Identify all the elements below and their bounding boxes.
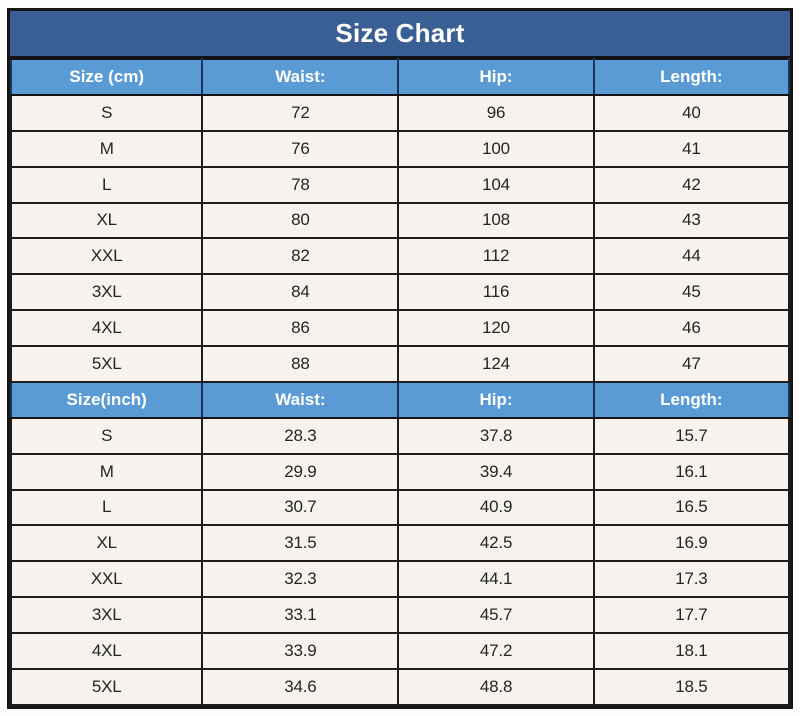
value-cell: 18.1 xyxy=(592,632,791,670)
size-cell: 3XL xyxy=(9,273,204,312)
value-cell: 86 xyxy=(201,309,400,347)
value-cell: 78 xyxy=(201,165,400,204)
value-cell: 40.9 xyxy=(397,488,595,527)
value-cell: 42 xyxy=(592,165,791,204)
size-cell: L xyxy=(9,488,204,527)
value-cell: 112 xyxy=(397,237,595,276)
size-chart-panel: Size Chart Size (cm) Waist: Hip: Length: S 72… xyxy=(7,8,793,709)
value-cell: 41 xyxy=(592,129,791,168)
size-cell: 3XL xyxy=(9,596,204,634)
value-cell: 44.1 xyxy=(397,560,595,599)
value-cell: 45.7 xyxy=(397,596,595,634)
value-cell: 45 xyxy=(592,273,791,312)
column-header: Waist: xyxy=(201,380,400,419)
table-row: XL 31.5 42.5 16.9 xyxy=(9,524,791,563)
table-row: 4XL 33.9 47.2 18.1 xyxy=(9,632,791,670)
header-row-cm: Size (cm) Waist: Hip: Length: xyxy=(9,58,791,96)
value-cell: 33.9 xyxy=(201,632,400,670)
size-cell: 4XL xyxy=(9,309,204,347)
value-cell: 17.7 xyxy=(592,596,791,634)
table-row: S 72 96 40 xyxy=(9,93,791,132)
table-row: M 76 100 41 xyxy=(9,129,791,168)
table-row: XXL 82 112 44 xyxy=(9,237,791,276)
size-cell: 5XL xyxy=(9,345,204,383)
value-cell: 120 xyxy=(397,309,595,347)
size-cell: XXL xyxy=(9,237,204,276)
table-row: 5XL 88 124 47 xyxy=(9,345,791,383)
value-cell: 96 xyxy=(397,93,595,132)
value-cell: 18.5 xyxy=(592,667,791,707)
table-row: 3XL 33.1 45.7 17.7 xyxy=(9,596,791,634)
table-row: L 78 104 42 xyxy=(9,165,791,204)
value-cell: 104 xyxy=(397,165,595,204)
table-row: 5XL 34.6 48.8 18.5 xyxy=(9,667,791,707)
value-cell: 29.9 xyxy=(201,452,400,491)
table-row: L 30.7 40.9 16.5 xyxy=(9,488,791,527)
value-cell: 124 xyxy=(397,345,595,383)
value-cell: 33.1 xyxy=(201,596,400,634)
page-title: Size Chart xyxy=(335,18,465,48)
value-cell: 76 xyxy=(201,129,400,168)
chart-title-bar: Size Chart xyxy=(10,11,790,58)
size-cell: L xyxy=(9,165,204,204)
column-header: Size(inch) xyxy=(9,380,204,419)
value-cell: 82 xyxy=(201,237,400,276)
value-cell: 100 xyxy=(397,129,595,168)
size-table: Size (cm) Waist: Hip: Length: S 72 96 40 M 76 100 4… xyxy=(9,58,791,707)
value-cell: 17.3 xyxy=(592,560,791,599)
value-cell: 116 xyxy=(397,273,595,312)
table-row: M 29.9 39.4 16.1 xyxy=(9,452,791,491)
value-cell: 15.7 xyxy=(592,416,791,455)
size-cell: 4XL xyxy=(9,632,204,670)
size-cell: XL xyxy=(9,524,204,563)
value-cell: 80 xyxy=(201,201,400,240)
value-cell: 34.6 xyxy=(201,667,400,707)
value-cell: 72 xyxy=(201,93,400,132)
value-cell: 32.3 xyxy=(201,560,400,599)
value-cell: 47 xyxy=(592,345,791,383)
value-cell: 31.5 xyxy=(201,524,400,563)
table-row: XXL 32.3 44.1 17.3 xyxy=(9,560,791,599)
value-cell: 30.7 xyxy=(201,488,400,527)
value-cell: 28.3 xyxy=(201,416,400,455)
value-cell: 46 xyxy=(592,309,791,347)
header-row-inch: Size(inch) Waist: Hip: Length: xyxy=(9,380,791,419)
table-row: 4XL 86 120 46 xyxy=(9,309,791,347)
size-cell: S xyxy=(9,93,204,132)
column-header: Hip: xyxy=(397,58,595,96)
column-header: Waist: xyxy=(201,58,400,96)
value-cell: 39.4 xyxy=(397,452,595,491)
value-cell: 37.8 xyxy=(397,416,595,455)
size-cell: XXL xyxy=(9,560,204,599)
value-cell: 16.9 xyxy=(592,524,791,563)
value-cell: 48.8 xyxy=(397,667,595,707)
table-row: S 28.3 37.8 15.7 xyxy=(9,416,791,455)
value-cell: 84 xyxy=(201,273,400,312)
value-cell: 16.1 xyxy=(592,452,791,491)
value-cell: 40 xyxy=(592,93,791,132)
value-cell: 44 xyxy=(592,237,791,276)
value-cell: 43 xyxy=(592,201,791,240)
size-cell: M xyxy=(9,129,204,168)
value-cell: 108 xyxy=(397,201,595,240)
table-row: XL 80 108 43 xyxy=(9,201,791,240)
column-header: Length: xyxy=(592,58,791,96)
value-cell: 42.5 xyxy=(397,524,595,563)
column-header: Size (cm) xyxy=(9,58,204,96)
column-header: Length: xyxy=(592,380,791,419)
value-cell: 88 xyxy=(201,345,400,383)
size-cell: 5XL xyxy=(9,667,204,707)
table-row: 3XL 84 116 45 xyxy=(9,273,791,312)
size-cell: M xyxy=(9,452,204,491)
value-cell: 16.5 xyxy=(592,488,791,527)
column-header: Hip: xyxy=(397,380,595,419)
value-cell: 47.2 xyxy=(397,632,595,670)
size-table-body: Size (cm) Waist: Hip: Length: S 72 96 40 M 76 100 4… xyxy=(9,58,791,707)
size-cell: XL xyxy=(9,201,204,240)
size-cell: S xyxy=(9,416,204,455)
